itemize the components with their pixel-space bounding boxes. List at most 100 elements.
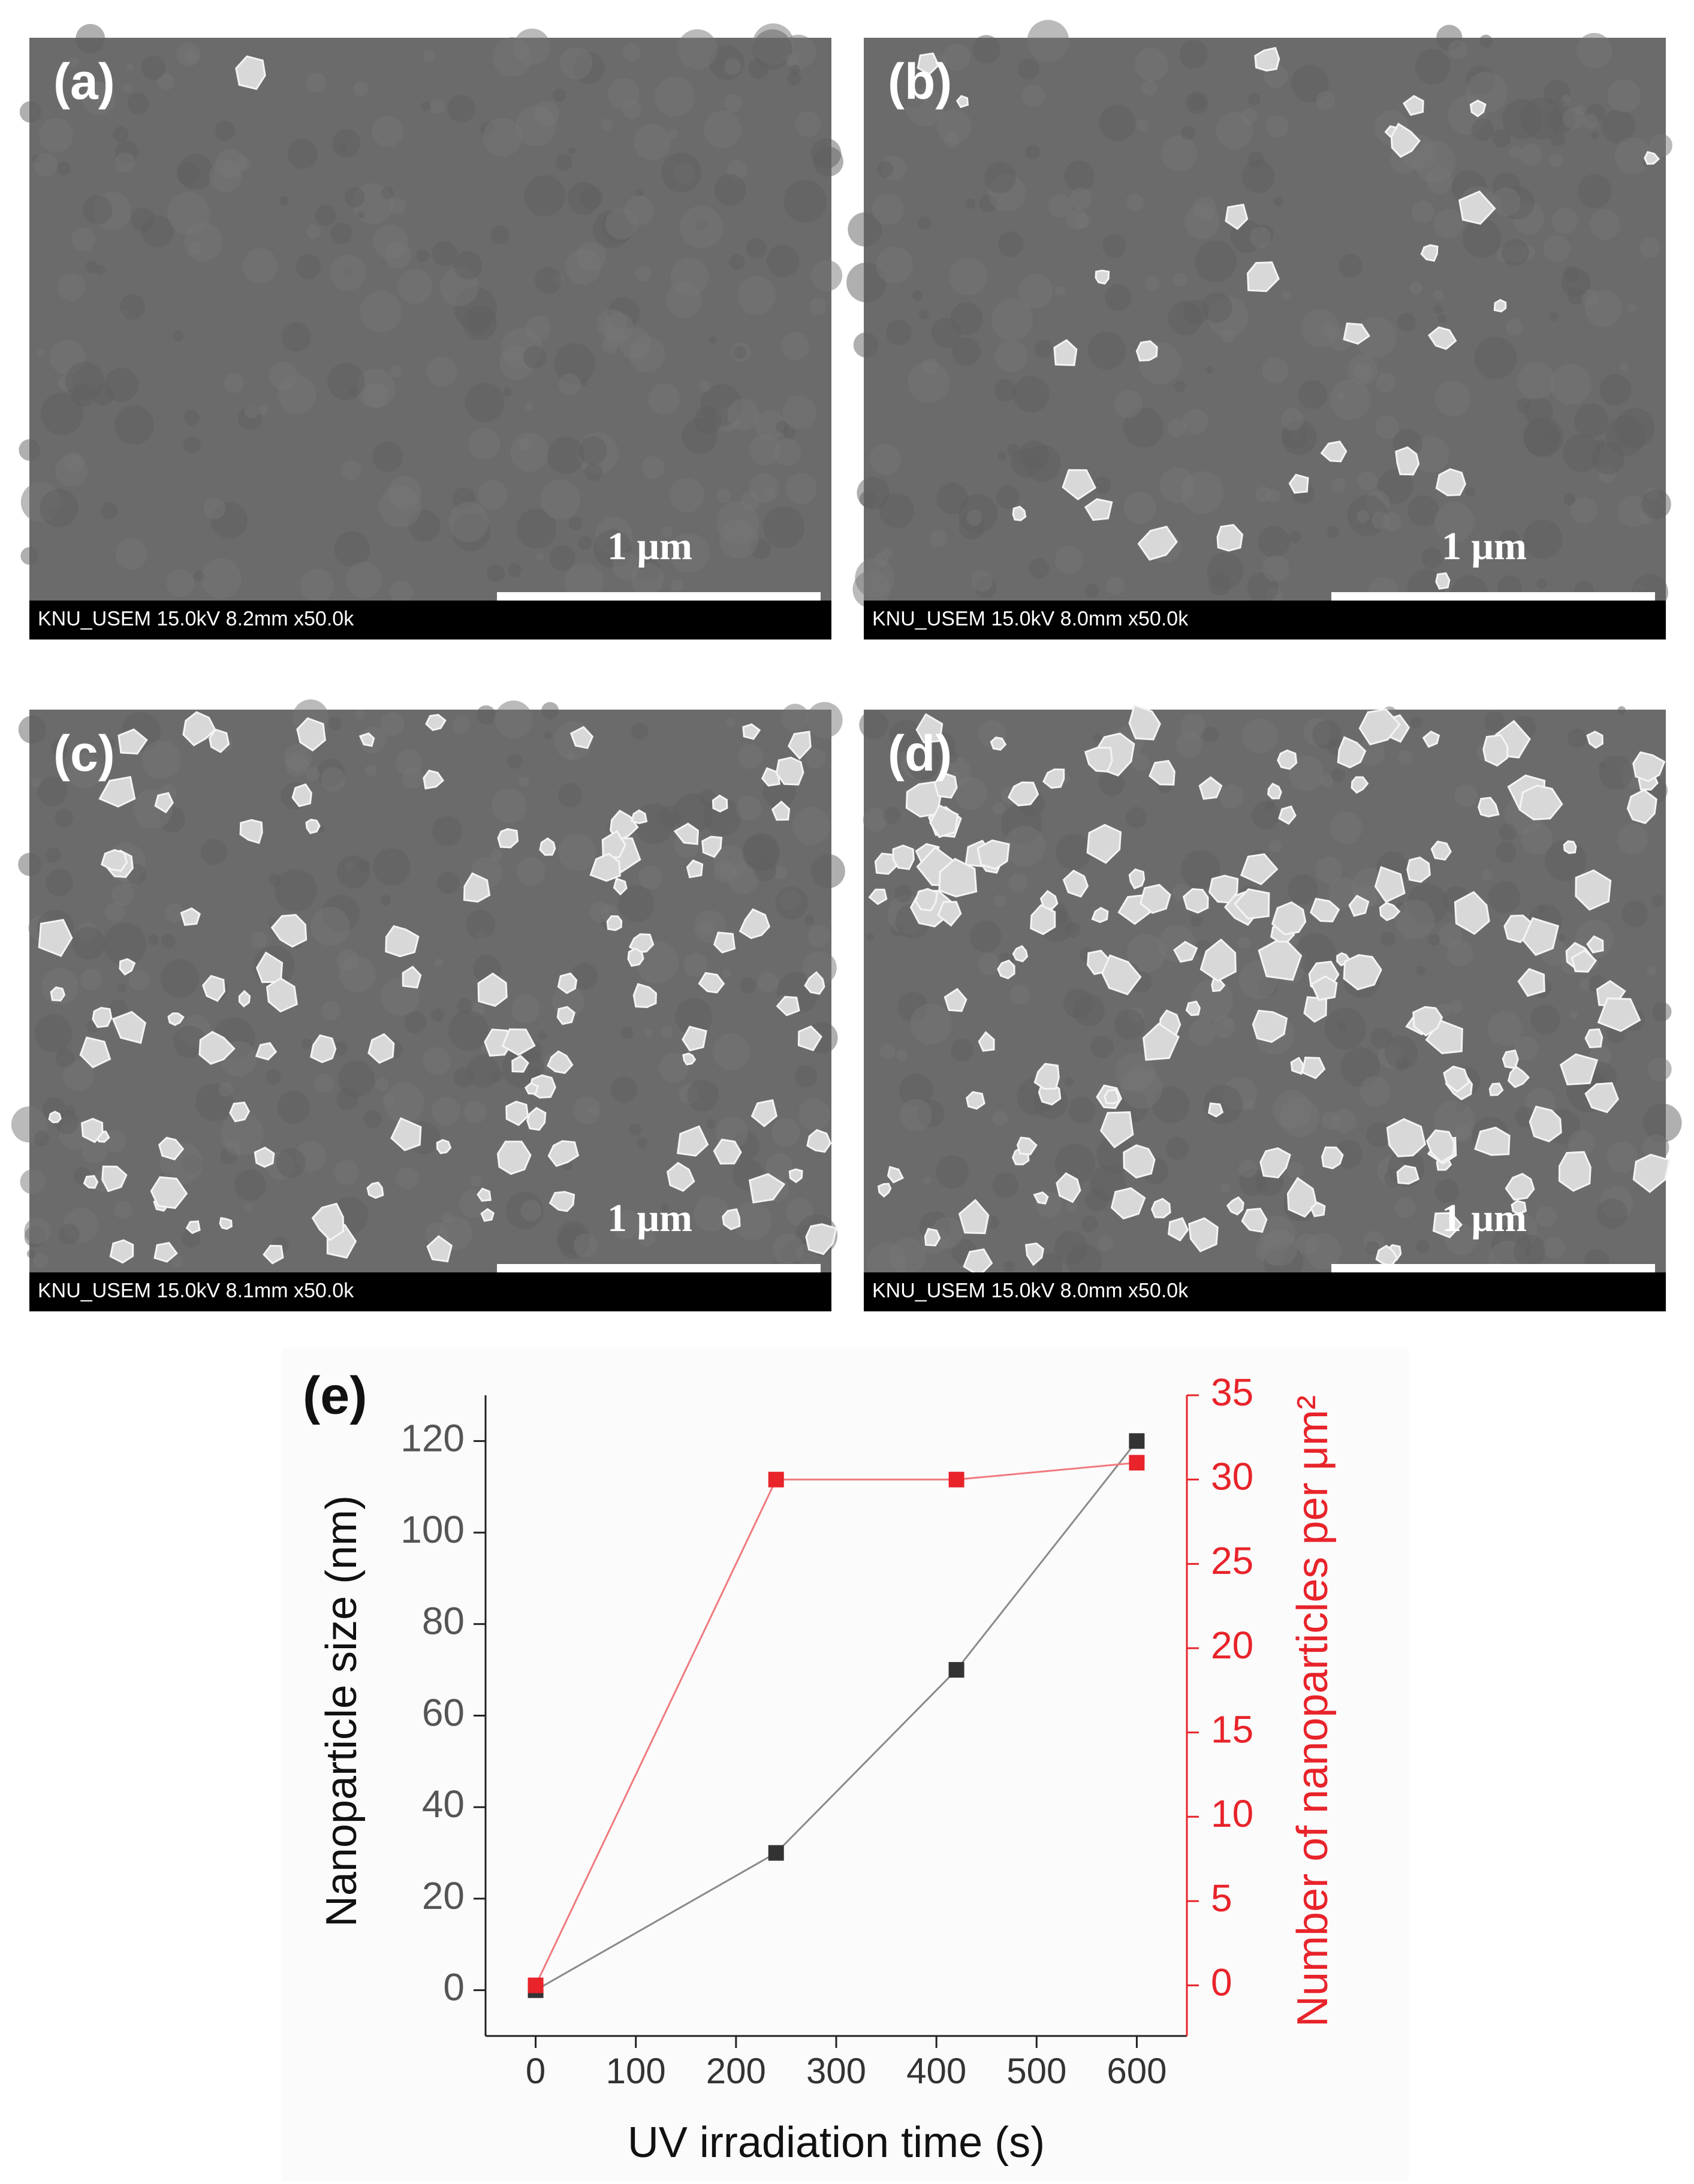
texture — [34, 1014, 73, 1052]
particle — [1406, 856, 1431, 883]
texture — [540, 479, 581, 520]
texture — [344, 187, 365, 208]
texture — [32, 1253, 49, 1269]
texture — [1022, 84, 1045, 107]
texture — [737, 276, 776, 315]
texture — [215, 120, 236, 141]
texture — [1252, 801, 1280, 830]
texture — [629, 1123, 642, 1136]
texture — [1029, 558, 1050, 579]
texture — [114, 405, 154, 445]
texture — [466, 910, 496, 940]
texture — [1434, 1179, 1459, 1203]
texture — [336, 1088, 358, 1110]
particle — [1241, 1208, 1268, 1233]
texture — [1357, 738, 1385, 766]
texture — [1474, 337, 1517, 379]
texture — [1394, 1197, 1416, 1218]
texture — [879, 493, 915, 529]
texture — [1536, 578, 1547, 589]
texture — [1181, 850, 1220, 889]
texture — [1563, 107, 1586, 129]
texture — [580, 186, 603, 209]
texture — [1516, 398, 1532, 414]
particle — [1288, 473, 1309, 494]
particle — [48, 1111, 62, 1124]
texture — [85, 260, 98, 273]
texture — [543, 731, 552, 740]
texture — [1055, 834, 1092, 870]
particle — [1563, 840, 1577, 854]
texture — [795, 111, 821, 137]
texture — [1568, 1130, 1594, 1157]
texture — [384, 1082, 424, 1123]
particle — [50, 986, 66, 1001]
texture — [908, 361, 950, 403]
particle — [1062, 469, 1097, 500]
texture — [1599, 373, 1632, 406]
texture — [34, 1130, 50, 1147]
particle — [686, 859, 704, 879]
texture — [54, 746, 68, 760]
texture — [1288, 874, 1318, 905]
texture — [1551, 208, 1578, 234]
particle — [100, 849, 128, 872]
texture — [736, 795, 762, 821]
texture — [785, 473, 817, 504]
texture — [201, 838, 228, 865]
texture — [1563, 493, 1576, 506]
particle — [887, 1166, 905, 1184]
texture — [1328, 877, 1360, 909]
texture — [773, 1233, 804, 1264]
texture — [781, 704, 809, 732]
y2-tick-label: 35 — [1211, 1371, 1253, 1414]
texture — [1134, 47, 1168, 82]
particle — [1482, 734, 1509, 767]
particle — [905, 781, 942, 818]
particle — [966, 1091, 985, 1110]
texture — [1090, 1035, 1114, 1058]
texture — [300, 568, 334, 602]
texture — [1550, 153, 1563, 168]
texture — [284, 743, 312, 772]
texture — [1220, 328, 1235, 343]
texture — [1220, 1183, 1231, 1193]
texture — [946, 751, 958, 764]
sem-panel: KNU_USEM 15.0kV 8.1mm x50.0k 1 μm (c) — [11, 699, 845, 1311]
particle — [511, 1055, 529, 1073]
texture — [432, 241, 457, 267]
texture — [517, 856, 545, 886]
texture — [554, 343, 595, 384]
texture — [448, 1010, 489, 1051]
texture — [1054, 1230, 1088, 1265]
particle — [1626, 789, 1657, 825]
particle — [1422, 731, 1440, 748]
texture — [876, 246, 913, 284]
particle — [309, 1034, 337, 1063]
texture — [365, 764, 377, 776]
texture — [1521, 823, 1553, 855]
texture — [26, 1250, 35, 1258]
texture — [71, 227, 96, 252]
texture — [193, 571, 204, 582]
texture — [1549, 312, 1559, 321]
texture — [1651, 894, 1664, 907]
texture — [469, 428, 501, 460]
texture — [859, 491, 876, 507]
particle — [1474, 1126, 1511, 1156]
texture — [1288, 756, 1324, 791]
particle — [1012, 505, 1027, 521]
particle — [480, 1208, 495, 1222]
texture — [809, 297, 827, 315]
particle — [111, 1010, 146, 1044]
texture — [806, 702, 843, 738]
texture — [677, 29, 718, 70]
texture — [19, 101, 41, 123]
particle — [1246, 261, 1280, 292]
texture — [1025, 144, 1040, 159]
texture — [859, 710, 888, 740]
texture — [1530, 1004, 1561, 1035]
texture — [1647, 966, 1656, 976]
texture — [305, 767, 320, 782]
texture — [553, 88, 566, 102]
